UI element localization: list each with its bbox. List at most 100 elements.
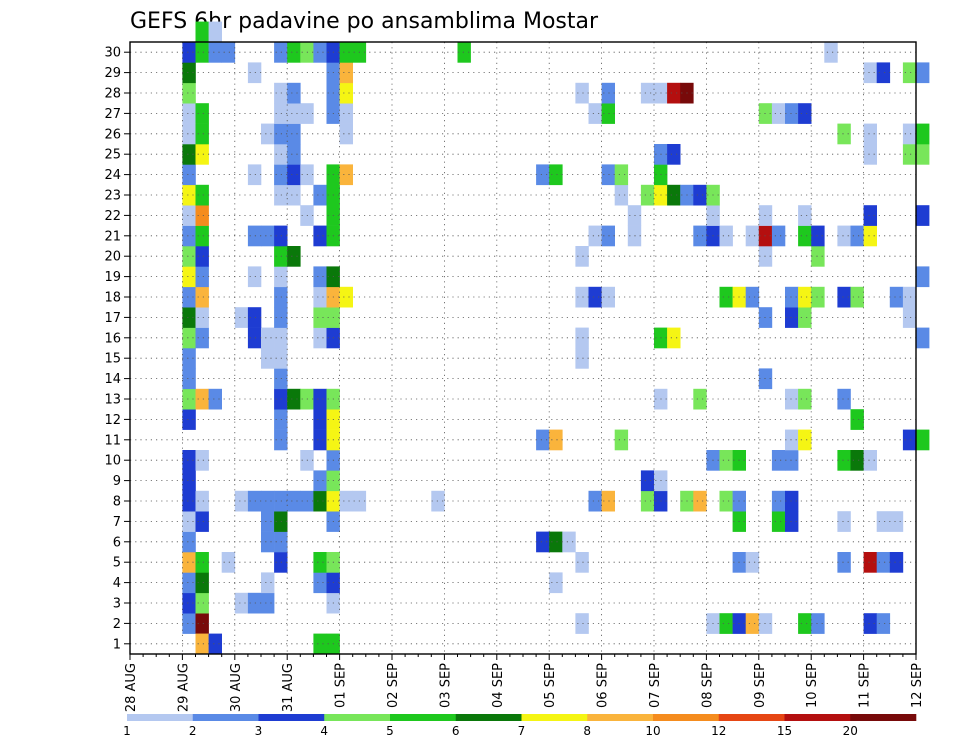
heatmap-cell bbox=[182, 164, 196, 186]
heatmap-cell bbox=[837, 286, 851, 308]
heatmap-cell bbox=[339, 82, 353, 104]
heatmap-cell bbox=[798, 103, 812, 124]
heatmap-cell bbox=[889, 286, 904, 308]
heatmap-cell bbox=[575, 552, 589, 573]
y-tick-label: 29 bbox=[104, 66, 121, 81]
heatmap-cell bbox=[785, 490, 799, 512]
heatmap-cell bbox=[902, 123, 917, 145]
heatmap-cell bbox=[640, 470, 655, 492]
y-tick-label: 12 bbox=[104, 413, 121, 428]
heatmap-cell bbox=[247, 62, 262, 84]
x-tick-label: 03 SEP bbox=[438, 663, 453, 708]
heatmap-cell bbox=[916, 62, 930, 84]
heatmap-cell bbox=[195, 184, 209, 206]
heatmap-cell bbox=[876, 552, 891, 573]
heatmap-cell bbox=[562, 531, 576, 553]
heatmap-cell bbox=[339, 123, 353, 145]
y-tick-label: 26 bbox=[104, 127, 121, 142]
y-tick-label: 20 bbox=[104, 250, 121, 265]
heatmap-cell bbox=[182, 82, 196, 104]
heatmap-cell bbox=[902, 144, 917, 165]
heatmap-cell bbox=[771, 490, 786, 512]
y-tick-label: 1 bbox=[113, 637, 121, 652]
heatmap-cell bbox=[850, 450, 864, 471]
y-tick-label: 6 bbox=[113, 535, 121, 550]
heatmap-cell bbox=[916, 144, 930, 165]
heatmap-cell bbox=[287, 184, 301, 206]
heatmap-cell bbox=[837, 388, 851, 410]
grid-lines bbox=[130, 42, 916, 654]
x-tick-label: 06 SEP bbox=[596, 663, 611, 708]
heatmap-cell bbox=[195, 552, 209, 573]
heatmap-cell bbox=[182, 144, 196, 165]
heatmap-cell bbox=[313, 225, 327, 247]
heatmap-cell bbox=[182, 490, 196, 512]
heatmap-cell bbox=[182, 123, 196, 145]
heatmap-cell bbox=[667, 327, 681, 349]
heatmap-cell bbox=[850, 409, 864, 430]
heatmap-cell bbox=[247, 327, 262, 349]
heatmap-cell bbox=[195, 511, 209, 532]
heatmap-cell bbox=[549, 572, 563, 594]
y-tick-label: 5 bbox=[113, 556, 121, 571]
heatmap-cell bbox=[811, 613, 825, 634]
heatmap-cell bbox=[863, 613, 877, 634]
heatmap-cell bbox=[261, 531, 275, 553]
heatmap-cell bbox=[614, 184, 629, 206]
colorbar-label: 12 bbox=[711, 724, 726, 738]
x-tick-label: 05 SEP bbox=[543, 663, 558, 708]
heatmap-cell bbox=[261, 327, 275, 349]
heatmap-cell bbox=[601, 103, 615, 124]
heatmap-cell bbox=[640, 82, 655, 104]
y-tick-label: 4 bbox=[113, 576, 121, 591]
heatmap-cell bbox=[313, 470, 327, 492]
heatmap-cell bbox=[182, 42, 196, 63]
heatmap-cell bbox=[182, 613, 196, 634]
heatmap-cell bbox=[588, 103, 602, 124]
heatmap-cell bbox=[313, 266, 327, 288]
y-tick-label: 28 bbox=[104, 87, 121, 102]
colorbar-swatch bbox=[784, 714, 851, 721]
heatmap-cell bbox=[601, 225, 615, 247]
heatmap-cell bbox=[221, 42, 236, 63]
y-tick-label: 23 bbox=[104, 189, 121, 204]
y-tick-label: 25 bbox=[104, 148, 121, 163]
colorbar-swatch bbox=[653, 714, 720, 721]
heatmap-cell bbox=[601, 164, 615, 186]
heatmap-cell bbox=[824, 42, 838, 63]
heatmap-cell bbox=[771, 511, 786, 532]
heatmap-cell bbox=[182, 103, 196, 124]
x-tick-label: 29 AUG bbox=[176, 663, 191, 712]
heatmap-cell bbox=[182, 552, 196, 573]
heatmap-cell bbox=[182, 184, 196, 206]
heatmap-cell bbox=[247, 307, 262, 328]
y-tick-label: 3 bbox=[113, 597, 121, 612]
heatmap-cell bbox=[889, 511, 904, 532]
heatmap-cell bbox=[313, 429, 327, 451]
y-tick-label: 10 bbox=[104, 454, 121, 469]
colorbar-label: 15 bbox=[777, 724, 792, 738]
heatmap-cell bbox=[287, 103, 301, 124]
heatmap-cell bbox=[287, 388, 301, 410]
colorbar-swatch bbox=[587, 714, 654, 721]
heatmap-cell bbox=[195, 103, 209, 124]
heatmap-cell bbox=[247, 266, 262, 288]
y-tick-label: 16 bbox=[104, 331, 121, 346]
heatmap-cell bbox=[313, 572, 327, 594]
colorbar-label: 7 bbox=[518, 724, 526, 738]
colorbar-label: 1 bbox=[123, 724, 131, 738]
heatmap-cell bbox=[287, 42, 301, 63]
heatmap-cell bbox=[247, 592, 262, 614]
heatmap-cell bbox=[876, 511, 891, 532]
x-tick-label: 12 SEP bbox=[910, 663, 925, 708]
heatmap-cell bbox=[837, 552, 851, 573]
heatmap-cells bbox=[182, 21, 930, 655]
heatmap-cell bbox=[785, 307, 799, 328]
colorbar-swatch bbox=[390, 714, 457, 721]
heatmap-cell bbox=[221, 552, 236, 573]
heatmap-cell bbox=[195, 266, 209, 288]
heatmap-cell bbox=[771, 450, 786, 471]
heatmap-cell bbox=[863, 552, 877, 573]
heatmap-cell bbox=[916, 429, 930, 451]
colorbar-swatch bbox=[455, 714, 522, 721]
